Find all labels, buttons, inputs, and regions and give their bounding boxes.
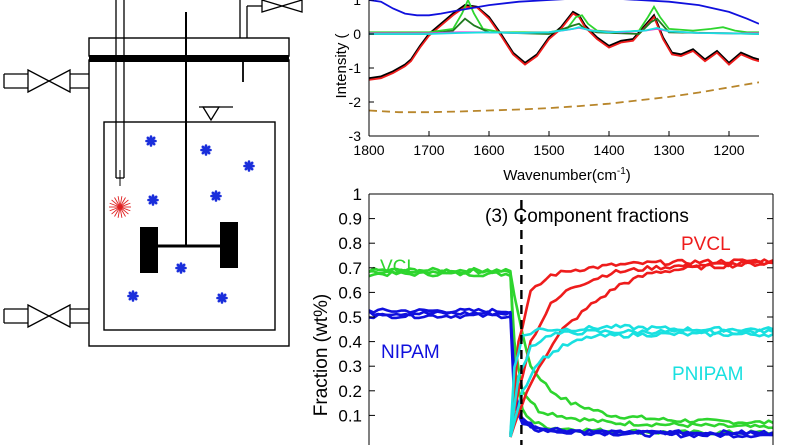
label-pnipam: PNIPAM [672,364,743,385]
spectrum-series-green [369,0,759,34]
spectrum-lines [369,0,759,114]
monomer-particle-icon [175,262,187,274]
laser-spot-icon [109,196,131,218]
fraction-y-tick-label: 0.3 [338,357,362,376]
spectrum-panel: 1800 1700 1600 1500 1400 1300 1200 1 0 -1 -2 -3 Int… [333,0,759,184]
monomer-particle-icon [127,290,139,302]
fraction-y-tick-label: 0.8 [338,234,362,253]
spectrum-series-brown [369,81,759,114]
spectrum-x-tick-label: 1800 [353,142,384,158]
spectrum-x-label: Wavenumber(cm-1) [503,166,631,184]
fraction-y-tick-label: 0.6 [338,283,362,302]
fraction-lines [369,258,773,439]
reactor-seal [89,55,289,62]
reactor-lid [88,37,290,57]
fraction-y-tick-label: 0.9 [338,210,362,229]
fraction-series-vcl [369,270,773,430]
spectrum-y-tick-label: -1 [349,60,362,76]
fraction-y-tick-label: 0.5 [338,308,362,327]
label-vcl: VCL [380,257,417,278]
fraction-y-tick-label: 1 [353,185,362,204]
fraction-y-tick-label: 0.4 [338,333,362,352]
spectrum-ticks: 1800 1700 1600 1500 1400 1300 1200 1 0 -1 -2 -3 [349,0,745,158]
monomer-particle-icon [147,194,159,206]
fraction-series-pvcl [509,258,773,435]
valve-icon [261,0,303,13]
fraction-series-vcl [369,268,773,426]
spectrum-y-tick-label: -2 [349,94,362,110]
fraction-ticks: 1 0.9 0.8 0.7 0.6 0.5 0.4 0.3 0.2 0.1 [338,185,773,425]
stirrer-icon [140,12,238,273]
fraction-y-label: Fraction (wt%) [311,294,332,416]
inlet-valve-lower[interactable] [3,303,89,329]
valve-icon [47,68,71,94]
fraction-annotation: (3) Component fractions [485,206,689,227]
fraction-series-nipam [369,312,773,437]
probe-icon [109,0,131,218]
spectrum-y-tick-label: -3 [349,128,362,144]
outlet-pipe [239,0,262,82]
spectrum-series-cyan [369,26,759,35]
label-nipam: NIPAM [381,342,440,363]
fraction-series-pvcl [509,261,773,438]
fraction-series-pnipam [509,323,773,435]
spectrum-x-tick-label: 1200 [713,142,744,158]
label-pvcl: PVCL [681,234,731,255]
fraction-y-tick-label: 0.2 [338,382,362,401]
spectrum-y-tick-label: 1 [353,0,361,8]
spectrum-series-red [369,5,759,81]
spectrum-series-blue [369,0,759,25]
spectrum-x-tick-label: 1400 [593,142,624,158]
spectrum-x-tick-label: 1300 [653,142,684,158]
monomer-particle-icon [243,160,255,172]
spectrum-y-label: Intensity ( [333,33,350,98]
monomer-particle-icon [210,190,222,202]
monomer-particle-icon [216,292,228,304]
valve-icon [27,68,51,94]
spectrum-x-tick-label: 1500 [533,142,564,158]
fraction-y-tick-label: 0.1 [338,406,362,425]
fraction-series-pnipam [509,330,773,438]
fraction-y-tick-label: 0.7 [338,259,362,278]
inlet-valve-upper[interactable] [3,68,89,94]
fraction-series-pnipam [509,328,773,438]
valve-icon [27,303,51,329]
spectrum-x-tick-label: 1600 [473,142,504,158]
spectrum-x-tick-label: 1700 [413,142,444,158]
liquid-level-icon [199,106,233,122]
monomer-particles [127,135,255,304]
spectrum-series-darkgreen [369,17,759,35]
liquid-region [103,121,276,331]
spectrum-y-tick-label: 0 [353,26,361,42]
monomer-particle-icon [145,135,157,147]
fraction-panel: 1 0.9 0.8 0.7 0.6 0.5 0.4 0.3 0.2 0.1 Fraction (w… [311,185,774,445]
valve-icon [47,303,71,329]
monomer-particle-icon [200,144,212,156]
reactor-schematic [3,0,303,347]
